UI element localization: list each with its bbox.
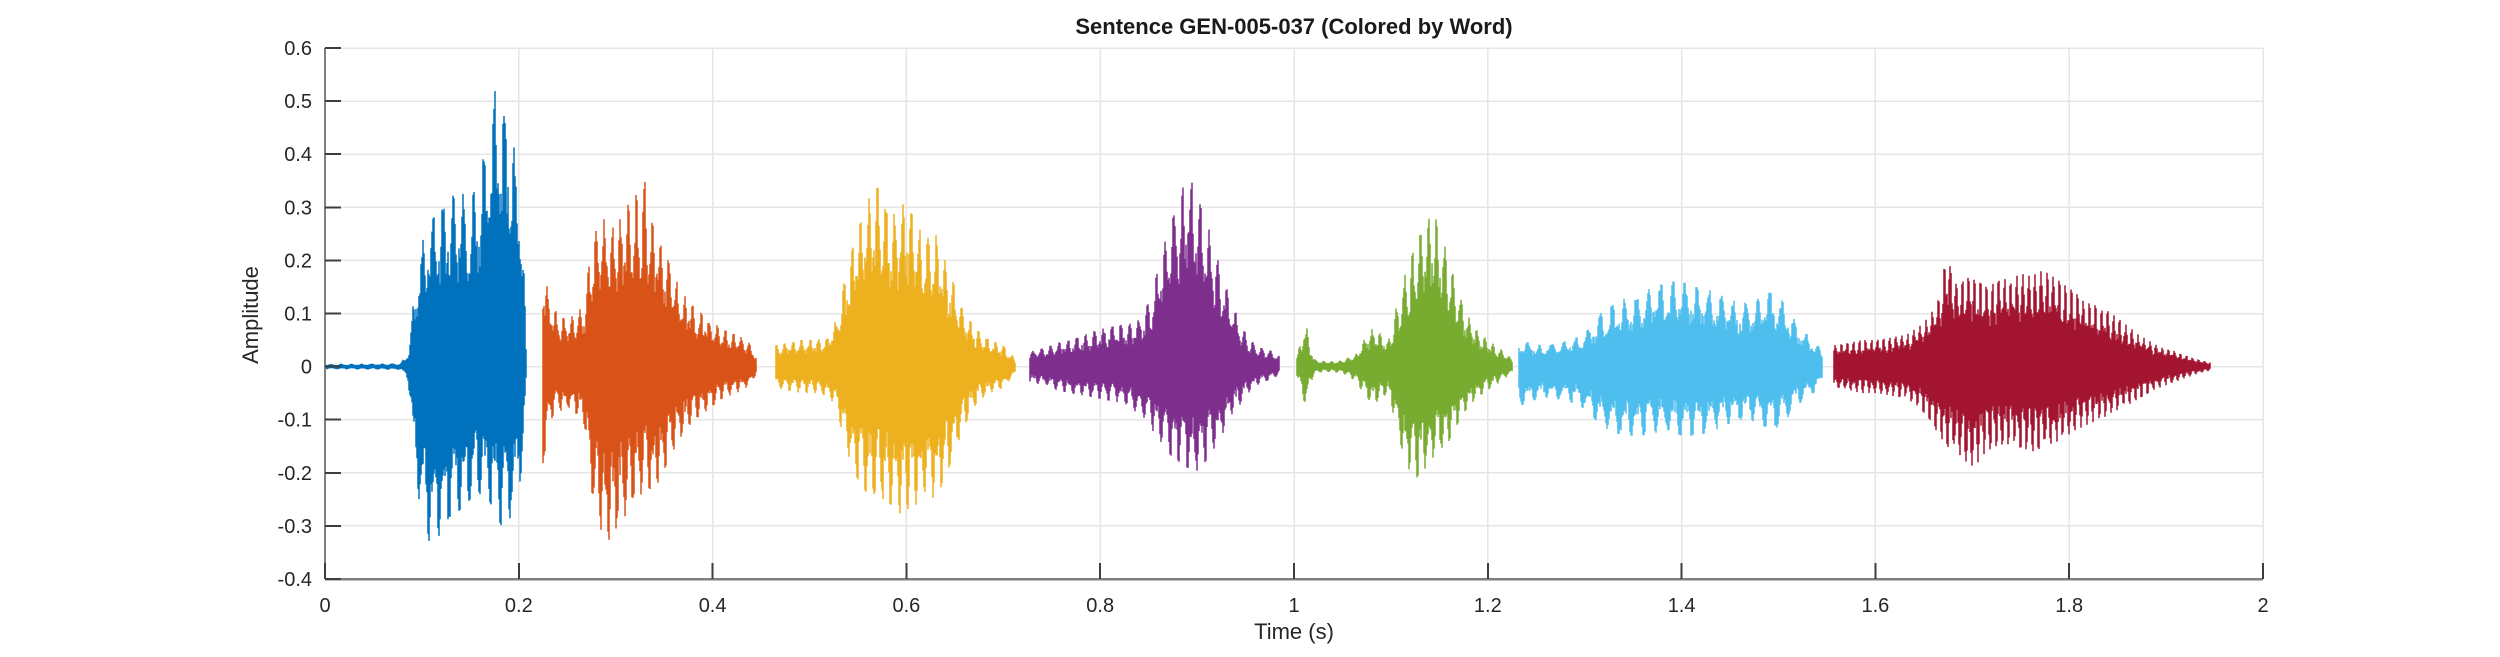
y-tick-label: -0.3 [278,516,312,538]
x-axis-label: Time (s) [1254,619,1334,644]
y-tick-label: 0.6 [284,38,312,60]
x-tick-label: 1.8 [2055,595,2083,617]
word-waveform-7 [1833,266,2211,466]
y-tick-label: 0.3 [284,197,312,219]
word-waveform-2 [542,181,757,540]
x-tick-label: 0 [319,595,330,617]
y-tick-label: 0.1 [284,304,312,326]
word-waveform-3 [775,187,1016,514]
x-tick-label: 0.6 [892,595,920,617]
word-waveform-5 [1296,218,1513,478]
x-tick-label: 1.4 [1668,595,1696,617]
chart-title: Sentence GEN-005-037 (Colored by Word) [1075,14,1512,39]
y-tick-label: 0.5 [284,91,312,113]
x-tick-label: 0.2 [505,595,533,617]
x-tick-label: 1 [1288,595,1299,617]
x-tick-label: 1.6 [1861,595,1889,617]
y-axis-label: Amplitude [238,266,263,364]
y-tick-label: 0.2 [284,250,312,272]
x-tick-label: 0.8 [1086,595,1114,617]
y-tick-label: -0.2 [278,463,312,485]
word-waveform-4 [1029,182,1280,471]
x-tick-label: 2 [2257,595,2268,617]
y-tick-label: -0.1 [278,410,312,432]
x-tick-label: 1.2 [1474,595,1502,617]
word-waveform-6 [1518,281,1823,436]
y-tick-label: 0 [301,357,312,379]
y-tick-label: 0.4 [284,144,312,166]
x-tick-label: 0.4 [699,595,727,617]
y-tick-label: -0.4 [278,569,312,591]
